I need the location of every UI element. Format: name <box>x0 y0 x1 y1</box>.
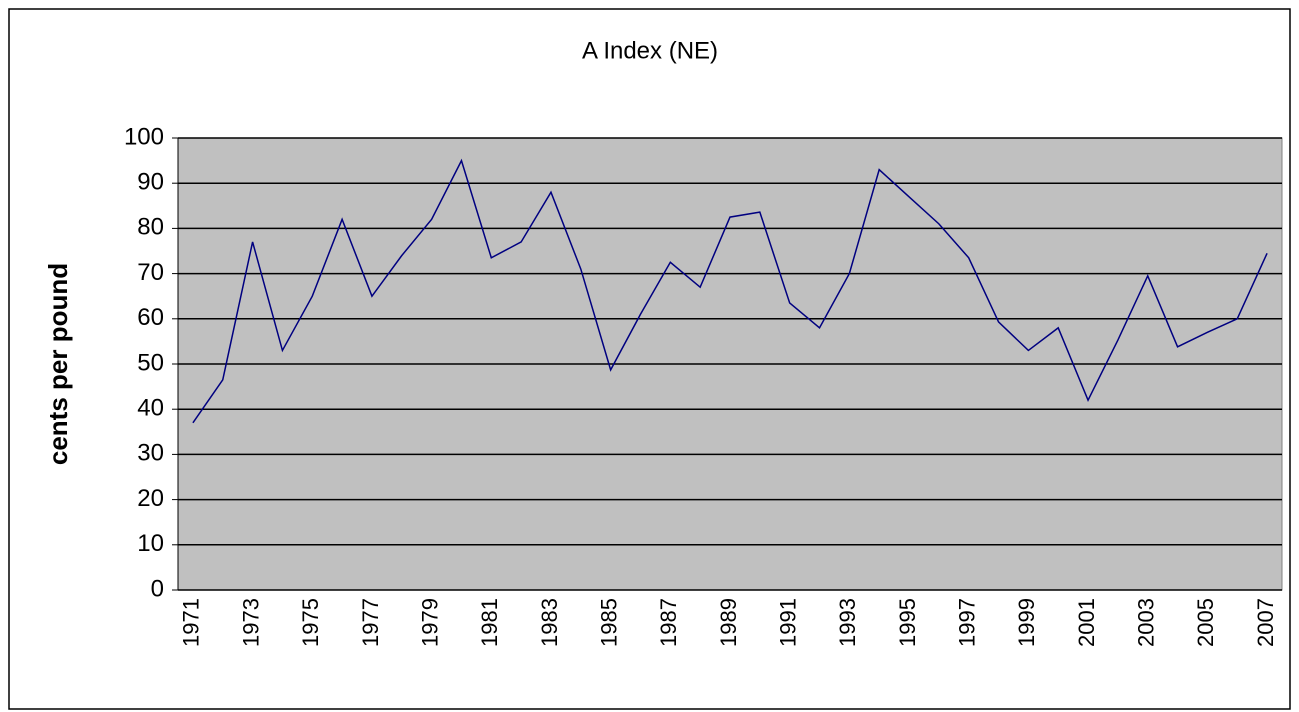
chart-title: A Index (NE) <box>582 37 718 64</box>
y-tick-label: 0 <box>151 575 164 602</box>
y-tick-label: 70 <box>137 259 164 286</box>
y-tick-label: 80 <box>137 214 164 241</box>
x-tick-label: 1985 <box>596 598 621 647</box>
y-tick-label: 60 <box>137 304 164 331</box>
x-tick-label: 1987 <box>656 598 681 647</box>
y-tick-label: 100 <box>124 123 164 150</box>
x-tick-label: 1975 <box>298 598 323 647</box>
x-tick-label: 1993 <box>835 598 860 647</box>
x-tick-label: 1983 <box>537 598 562 647</box>
x-tick-label: 1995 <box>895 598 920 647</box>
y-axis-label: cents per pound <box>43 263 73 465</box>
x-tick-label: 2005 <box>1193 598 1218 647</box>
x-tick-label: 1981 <box>477 598 502 647</box>
x-tick-label: 1979 <box>417 598 442 647</box>
y-tick-label: 90 <box>137 169 164 196</box>
x-tick-label: 2001 <box>1074 598 1099 647</box>
x-tick-label: 2007 <box>1253 598 1278 647</box>
x-tick-label: 1989 <box>716 598 741 647</box>
x-tick-label: 1997 <box>955 598 980 647</box>
y-tick-label: 50 <box>137 349 164 376</box>
x-tick-label: 2003 <box>1134 598 1159 647</box>
x-tick-label: 1999 <box>1014 598 1039 647</box>
x-tick-label: 1973 <box>238 598 263 647</box>
y-tick-label: 40 <box>137 395 164 422</box>
x-tick-label: 1977 <box>358 598 383 647</box>
y-tick-label: 10 <box>137 530 164 557</box>
y-tick-label: 30 <box>137 440 164 467</box>
x-tick-label: 1971 <box>179 598 204 647</box>
data-line <box>192 158 1268 424</box>
x-tick-label: 1991 <box>775 598 800 647</box>
y-tick-label: 20 <box>137 485 164 512</box>
